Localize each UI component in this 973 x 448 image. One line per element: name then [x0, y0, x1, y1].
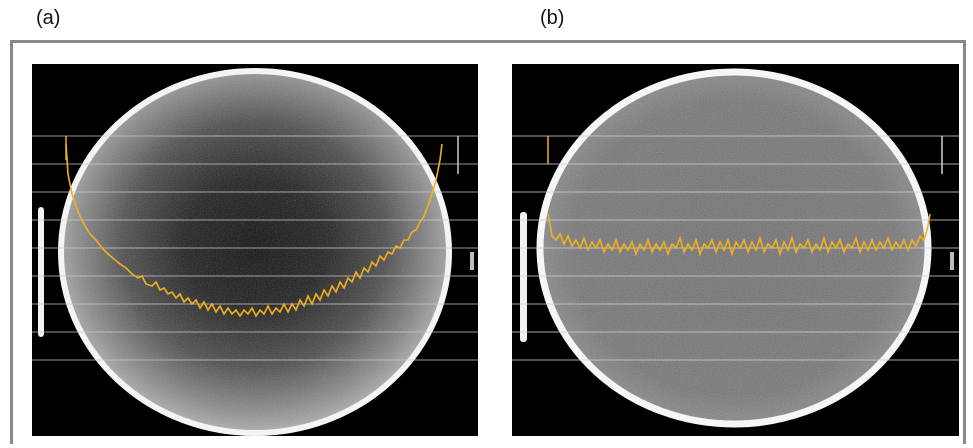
marker-bar-right — [470, 252, 474, 270]
phantom-rim — [58, 68, 452, 436]
marker-bar-left — [520, 212, 527, 342]
panel-a-label: (a) — [36, 7, 61, 29]
intensity-profile-b — [547, 213, 931, 257]
scan-a-svg — [32, 64, 478, 436]
scan-b-svg — [512, 64, 959, 436]
scan-image-a — [32, 64, 478, 436]
marker-bar-right — [950, 252, 954, 270]
figure-frame — [10, 40, 966, 444]
profile-grid — [32, 135, 478, 361]
panel-b-label: (b) — [540, 7, 565, 29]
marker-bar-left — [38, 207, 44, 337]
scan-image-b — [512, 64, 959, 436]
intensity-profile-a — [65, 143, 443, 318]
